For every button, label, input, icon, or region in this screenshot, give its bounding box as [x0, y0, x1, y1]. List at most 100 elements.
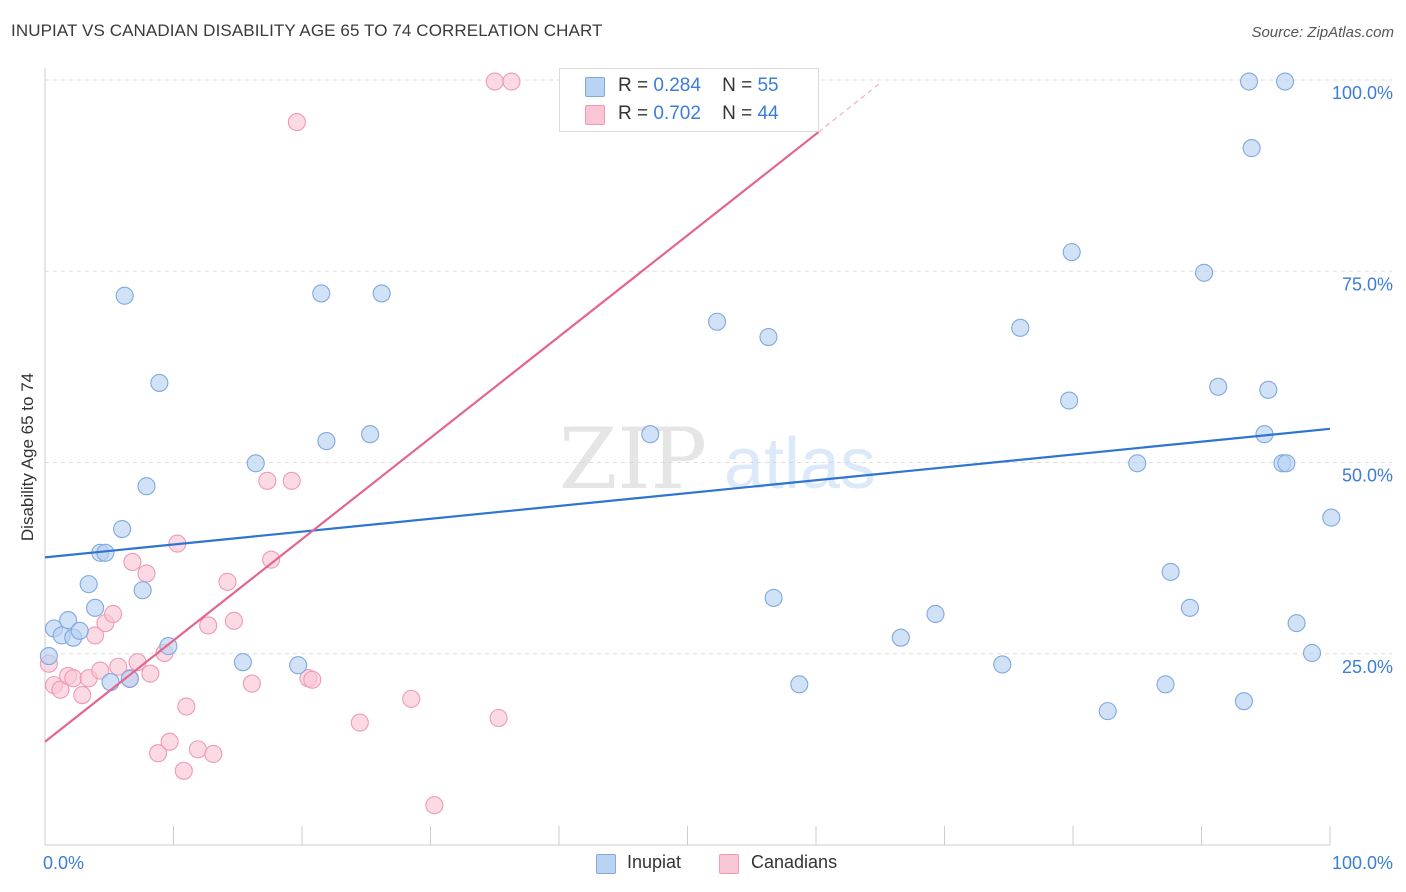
inupiat-point — [289, 656, 308, 675]
legend-n-value: 55 — [757, 75, 779, 96]
inupiat-point — [764, 588, 783, 607]
inupiat-point — [759, 327, 778, 347]
chart-title: INUPIAT VS CANADIAN DISABILITY AGE 65 TO… — [11, 21, 603, 40]
tick-labels: 25.0% 50.0% 75.0% 100.0% 0.0% 100.0% — [43, 83, 1393, 873]
inupiat-point — [1098, 702, 1117, 721]
inupiat-point — [1239, 72, 1259, 91]
canadians-point — [160, 732, 179, 751]
canadians-swatch — [585, 105, 605, 125]
canadians-point — [262, 550, 281, 569]
canadians-point — [485, 72, 504, 91]
inupiat-point — [246, 454, 265, 473]
canadians-point — [123, 552, 142, 572]
inupiat-swatch — [596, 854, 616, 874]
inupiat-point — [1259, 380, 1278, 399]
legend-r-label: R = — [618, 75, 649, 96]
legend-n-label: N = — [722, 75, 753, 96]
legend-r-label: R = — [618, 103, 649, 124]
canadians-point — [149, 744, 168, 763]
canadians-point — [188, 740, 207, 759]
canadians-point — [64, 669, 83, 688]
canadians-point — [502, 72, 521, 91]
canadians-point — [303, 670, 322, 689]
inupiat-point — [361, 425, 380, 444]
inupiat-point — [1277, 454, 1296, 473]
y-tick-label: 75.0% — [1342, 274, 1393, 294]
inupiat-point — [790, 675, 809, 694]
canadians-point — [489, 708, 508, 728]
inupiat-point — [1287, 614, 1306, 633]
canadians-point — [242, 674, 261, 693]
canadians-point — [350, 713, 369, 732]
canadians-point — [258, 471, 277, 490]
legend-r-value: 0.284 — [653, 75, 701, 96]
canadians-point — [177, 697, 196, 716]
y-tick-label: 50.0% — [1342, 466, 1393, 486]
canadians-point — [73, 686, 92, 705]
inupiat-point — [1128, 454, 1147, 473]
inupiat-point — [115, 286, 134, 305]
canadians-point — [287, 113, 306, 132]
inupiat-swatch — [585, 77, 605, 97]
legend-n-label: N = — [722, 103, 753, 124]
inupiat-point — [133, 581, 152, 600]
y-tick-label: 25.0% — [1342, 657, 1393, 677]
inupiat-point — [1234, 692, 1253, 711]
inupiat-point — [59, 611, 78, 630]
inupiat-point — [70, 621, 89, 640]
canadians-point — [425, 796, 444, 815]
canadians-trend-line — [44, 131, 820, 743]
inupiat-point — [1156, 675, 1175, 694]
inupiat-point — [86, 598, 105, 617]
canadians-point — [137, 564, 156, 583]
x-tick-label: 0.0% — [43, 853, 84, 873]
inupiat-point — [1275, 72, 1295, 91]
canadians-trend-extension — [818, 82, 881, 133]
watermark-atlas: atlas — [724, 424, 876, 504]
inupiat-point — [79, 575, 98, 594]
inupiat-point — [101, 673, 120, 692]
canadians-point — [199, 616, 218, 635]
canadians-point — [204, 744, 223, 764]
inupiat-point — [233, 653, 252, 672]
inupiat-point — [708, 312, 727, 331]
legend-label-canadians: Canadians — [751, 852, 838, 872]
inupiat-point — [39, 646, 58, 666]
inupiat-point — [1062, 243, 1081, 262]
grid-lines — [45, 79, 1392, 655]
y-axis-label: Disability Age 65 to 74 — [18, 373, 37, 541]
canadians-point — [224, 611, 243, 630]
inupiat-point — [993, 655, 1012, 674]
stats-legend: R = 0.284 N = 55 R = 0.702 N = 44 — [559, 68, 819, 132]
canadians-point — [402, 689, 421, 708]
canadians-point — [218, 572, 237, 591]
inupiat-point — [1302, 643, 1322, 663]
y-tick-label: 100.0% — [1332, 83, 1393, 103]
inupiat-point — [120, 669, 139, 689]
inupiat-point — [926, 604, 945, 624]
inupiat-point — [1180, 598, 1199, 617]
x-tick-label: 100.0% — [1332, 853, 1393, 873]
axes — [44, 68, 1331, 846]
inupiat-point — [1322, 508, 1341, 527]
inupiat-point — [317, 432, 336, 451]
inupiat-point — [1060, 391, 1079, 410]
canadians-point — [91, 661, 110, 680]
source-label: Source: ZipAtlas.com — [1251, 24, 1394, 41]
watermark-zip: ZIP — [559, 410, 707, 508]
inupiat-point — [150, 373, 169, 392]
inupiat-point — [312, 284, 331, 303]
inupiat-point — [1242, 139, 1261, 158]
inupiat-point — [1011, 318, 1030, 337]
trend-lines — [44, 82, 1331, 743]
inupiat-trend-line — [44, 427, 1331, 559]
legend-r-value: 0.702 — [653, 103, 701, 124]
legend-label-inupiat: Inupiat — [627, 852, 682, 872]
inupiat-points — [39, 72, 1341, 721]
inupiat-point — [1209, 377, 1228, 396]
watermark: ZIP atlas — [559, 410, 876, 508]
inupiat-point — [372, 284, 391, 303]
inupiat-point — [891, 628, 910, 647]
canadians-point — [174, 761, 193, 780]
